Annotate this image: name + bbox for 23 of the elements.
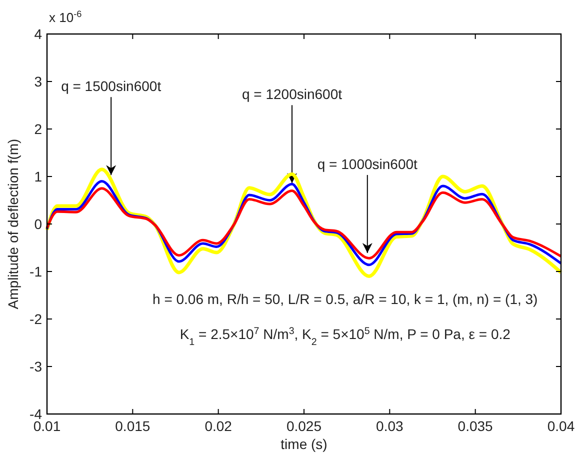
x-axis-title: time (s) <box>280 436 328 452</box>
y-tick-label: -2 <box>30 311 42 327</box>
text: x 10$^{-6}$ <box>49 9 82 25</box>
y-tick-label: 4 <box>34 26 42 42</box>
y-tick-label: 1 <box>34 168 42 184</box>
annotation: q = 1500sin600t <box>61 78 162 94</box>
x-tick-label: 0.04 <box>547 418 575 434</box>
y-tick-label: 0 <box>34 216 42 232</box>
y-tick-label: 3 <box>34 74 42 90</box>
y-tick-label: 2 <box>34 121 42 137</box>
x-tick-label: 0.02 <box>204 418 232 434</box>
line-series <box>46 187 562 260</box>
x-tick-label: 0.025 <box>286 418 322 434</box>
x-tick-label: 0.03 <box>376 418 404 434</box>
y-tick-label: -3 <box>30 358 42 374</box>
text: K$_{1}$ = 2.5×10$^{7}$ N/m$^{3}$, K$_{2}$ = 5×10$^{5}$ N/m, P = 0 Pa, ε = 0.2 <box>180 325 510 348</box>
annotation: h = 0.06 m, R/h = 50, L/R = 0.5, a/R = 10, k = 1, (m, n) = (1, 3) <box>152 290 538 307</box>
annotation: q = 1200sin600t <box>242 86 342 102</box>
y-tick-label: -1 <box>30 264 42 280</box>
x-tick-label: 0.035 <box>458 418 494 434</box>
y-axis-title: Amplitude of deflection f(m) <box>5 138 21 310</box>
annotation: q = 1000sin600t <box>317 156 418 172</box>
x-tick-label: 0.015 <box>115 418 150 434</box>
